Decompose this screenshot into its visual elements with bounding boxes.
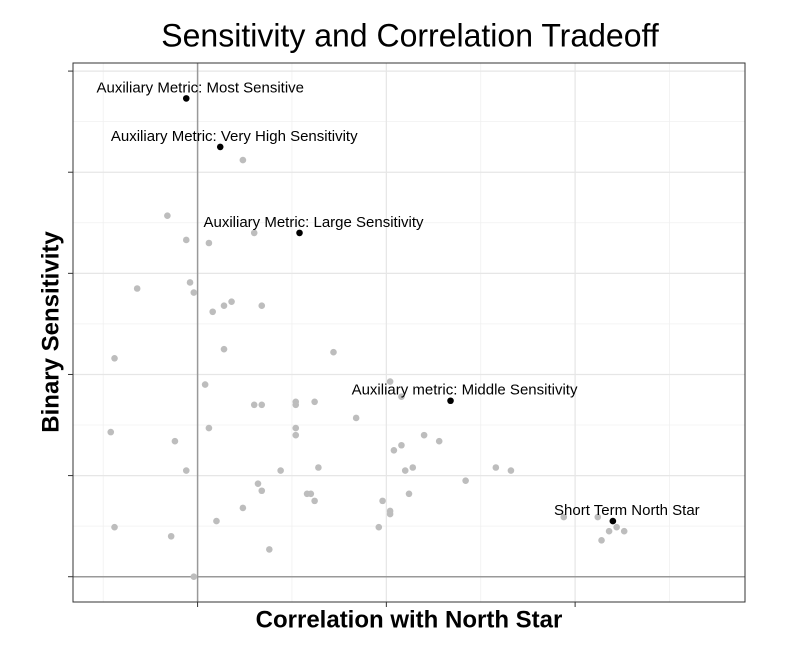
point [133, 285, 141, 292]
point [190, 289, 198, 296]
point-label: Auxiliary metric: Middle Sensitivity [352, 382, 578, 399]
point [239, 504, 247, 512]
point [560, 513, 568, 521]
chart-title: Sensitivity and Correlation Tradeoff [161, 17, 659, 53]
point [386, 510, 394, 518]
point [292, 401, 300, 409]
point [352, 414, 360, 422]
point [492, 464, 500, 471]
point [462, 477, 469, 484]
point [216, 143, 224, 151]
x-axis-label: Correlation with North Star [256, 606, 563, 633]
point [598, 537, 605, 544]
point [605, 527, 613, 535]
point [409, 464, 417, 471]
point [171, 437, 179, 445]
point [330, 348, 337, 356]
point [609, 517, 617, 525]
point [186, 279, 194, 286]
point [277, 467, 284, 474]
point [435, 437, 443, 445]
point [386, 378, 394, 385]
point [250, 229, 258, 237]
point [401, 467, 409, 474]
point [213, 517, 220, 525]
point [164, 212, 171, 219]
point [220, 345, 228, 353]
point-label: Auxiliary Metric: Large Sensitivity [203, 214, 424, 231]
point [398, 441, 405, 449]
point [182, 236, 190, 244]
point [390, 447, 398, 454]
point [379, 497, 386, 505]
point [111, 354, 118, 362]
point [315, 464, 322, 471]
point [258, 487, 266, 495]
point [182, 95, 190, 102]
point [375, 523, 383, 531]
point [420, 431, 428, 439]
point [205, 424, 213, 432]
point [258, 401, 266, 409]
point [507, 467, 515, 474]
point [220, 302, 228, 310]
point [296, 229, 303, 237]
point [620, 527, 628, 535]
point-label: Auxiliary Metric: Most Sensitive [96, 79, 304, 96]
point-label: Short Term North Star [554, 502, 700, 519]
point [292, 424, 300, 432]
point [167, 532, 175, 540]
point [205, 239, 213, 247]
point [209, 308, 216, 316]
point [258, 302, 266, 310]
point [250, 401, 258, 409]
point [107, 428, 115, 436]
point [594, 513, 602, 521]
point [311, 497, 318, 505]
point [182, 467, 190, 474]
point [292, 431, 300, 439]
point [239, 156, 247, 164]
point [254, 480, 262, 487]
point [613, 523, 620, 531]
point [266, 546, 273, 553]
plot-border [72, 62, 746, 603]
point [447, 397, 454, 405]
point [111, 523, 118, 531]
point [228, 298, 235, 305]
point [201, 381, 209, 388]
point [405, 490, 413, 498]
point-label: Auxiliary Metric: Very High Sensitivity [111, 128, 358, 145]
point [307, 490, 315, 498]
point [398, 393, 405, 401]
y-axis-label: Binary Sensitivity [37, 231, 64, 433]
point [190, 573, 198, 581]
point [311, 398, 318, 406]
